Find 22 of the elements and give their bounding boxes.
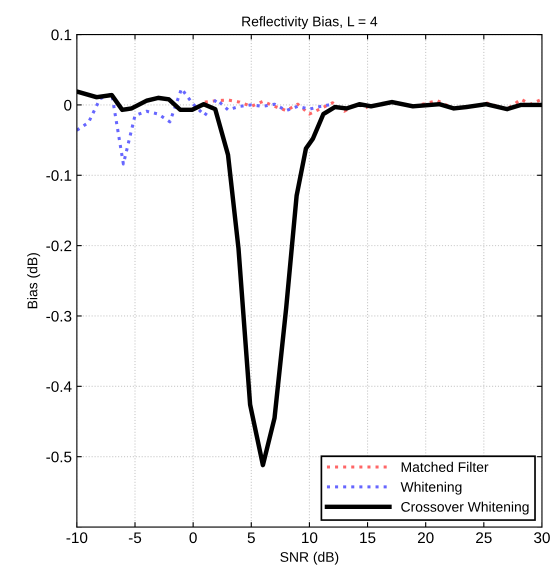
- y-tick-label: -0.5: [46, 452, 72, 462]
- x-tick-label: 10: [302, 532, 318, 544]
- chart-title: Reflectivity Bias, L = 4: [242, 16, 378, 30]
- x-tick-label: -10: [66, 532, 88, 544]
- x-tick-label: -5: [128, 532, 142, 544]
- y-tick-label: -0.3: [46, 310, 72, 322]
- y-axis-title: Bias (dB): [27, 253, 40, 308]
- y-tick-label: 0: [64, 100, 72, 111]
- x-tick-label: 0: [189, 532, 197, 544]
- y-tick-label: -0.2: [46, 240, 72, 252]
- x-tick-label: 5: [248, 532, 255, 544]
- legend-label: Crossover Whitening: [401, 502, 529, 515]
- y-tick-label: -0.1: [46, 170, 72, 181]
- x-tick-label: 20: [418, 532, 434, 544]
- legend-label: Whitening: [400, 482, 462, 495]
- y-tick-label: 0.1: [51, 29, 72, 40]
- x-tick-label: 15: [360, 532, 376, 544]
- x-axis-title: SNR (dB): [280, 552, 338, 565]
- x-tick-label: 30: [534, 532, 550, 544]
- legend-label: Matched Filter: [402, 462, 488, 472]
- x-tick-label: 25: [476, 532, 492, 544]
- y-tick-label: -0.4: [46, 381, 72, 392]
